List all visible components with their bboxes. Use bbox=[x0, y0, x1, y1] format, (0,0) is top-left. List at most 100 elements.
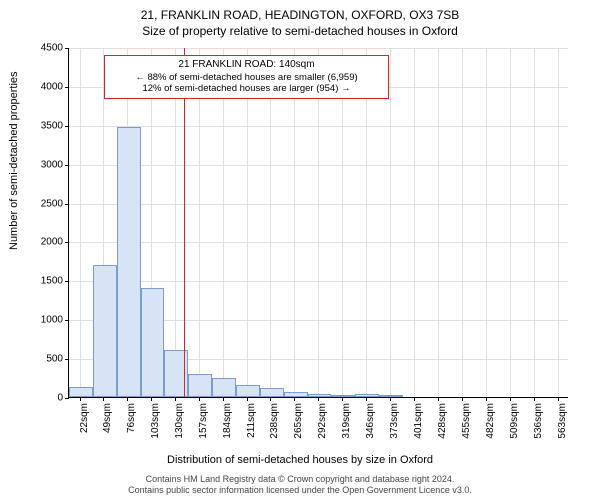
xtick-mark bbox=[510, 397, 511, 401]
histogram-bar bbox=[355, 394, 379, 397]
xtick-label: 319sqm bbox=[341, 403, 352, 439]
xtick-mark bbox=[223, 397, 224, 401]
xtick-mark bbox=[390, 397, 391, 401]
gridline-v bbox=[270, 48, 271, 397]
ytick-label: 2500 bbox=[41, 198, 63, 209]
ytick-label: 4500 bbox=[41, 43, 63, 54]
ytick-mark bbox=[65, 398, 69, 399]
xtick-label: 103sqm bbox=[150, 403, 161, 439]
gridline-v bbox=[199, 48, 200, 397]
footer-line2: Contains public sector information licen… bbox=[10, 485, 590, 496]
ytick-label: 1500 bbox=[41, 276, 63, 287]
chart-title: 21, FRANKLIN ROAD, HEADINGTON, OXFORD, O… bbox=[0, 0, 600, 38]
histogram-bar bbox=[188, 374, 212, 397]
ytick-label: 0 bbox=[57, 393, 63, 404]
ytick-label: 4000 bbox=[41, 81, 63, 92]
gridline-v bbox=[534, 48, 535, 397]
y-axis-label: Number of semi-detached properties bbox=[8, 71, 20, 250]
ytick-mark bbox=[65, 87, 69, 88]
xtick-mark bbox=[127, 397, 128, 401]
plot-area: 05001000150020002500300035004000450022sq… bbox=[68, 48, 568, 398]
histogram-bar bbox=[141, 288, 165, 397]
footer-line1: Contains HM Land Registry data © Crown c… bbox=[10, 474, 590, 485]
gridline-v bbox=[318, 48, 319, 397]
ytick-label: 2000 bbox=[41, 237, 63, 248]
gridline-v bbox=[486, 48, 487, 397]
xtick-label: 211sqm bbox=[246, 403, 257, 438]
xtick-mark bbox=[175, 397, 176, 401]
ytick-mark bbox=[65, 359, 69, 360]
reference-line bbox=[184, 48, 185, 397]
xtick-mark bbox=[462, 397, 463, 401]
xtick-label: 157sqm bbox=[198, 403, 209, 439]
footer-attribution: Contains HM Land Registry data © Crown c… bbox=[10, 474, 590, 496]
xtick-label: 563sqm bbox=[557, 403, 568, 439]
xtick-label: 455sqm bbox=[461, 403, 472, 439]
gridline-v bbox=[414, 48, 415, 397]
x-axis-label: Distribution of semi-detached houses by … bbox=[167, 454, 433, 466]
xtick-label: 76sqm bbox=[126, 403, 137, 433]
histogram-bar bbox=[212, 378, 236, 397]
gridline-v bbox=[342, 48, 343, 397]
xtick-mark bbox=[366, 397, 367, 401]
xtick-label: 428sqm bbox=[437, 403, 448, 439]
xtick-label: 238sqm bbox=[269, 403, 280, 439]
info-box: 21 FRANKLIN ROAD: 140sqm← 88% of semi-de… bbox=[104, 55, 389, 99]
ytick-mark bbox=[65, 204, 69, 205]
ytick-label: 3500 bbox=[41, 120, 63, 131]
xtick-label: 509sqm bbox=[509, 403, 520, 439]
xtick-mark bbox=[534, 397, 535, 401]
gridline-v bbox=[366, 48, 367, 397]
xtick-mark bbox=[414, 397, 415, 401]
gridline-v bbox=[175, 48, 176, 397]
histogram-bar bbox=[379, 395, 403, 397]
gridline-v bbox=[462, 48, 463, 397]
ytick-mark bbox=[65, 320, 69, 321]
ytick-mark bbox=[65, 165, 69, 166]
ytick-mark bbox=[65, 126, 69, 127]
xtick-mark bbox=[486, 397, 487, 401]
gridline-v bbox=[558, 48, 559, 397]
gridline-v bbox=[390, 48, 391, 397]
xtick-label: 184sqm bbox=[222, 403, 233, 439]
xtick-label: 346sqm bbox=[365, 403, 376, 439]
histogram-bar bbox=[308, 394, 332, 397]
gridline-v bbox=[247, 48, 248, 397]
gridline-v bbox=[438, 48, 439, 397]
histogram-bar bbox=[93, 265, 117, 397]
histogram-bar bbox=[69, 387, 93, 397]
histogram-bar bbox=[236, 385, 260, 397]
xtick-mark bbox=[80, 397, 81, 401]
xtick-mark bbox=[247, 397, 248, 401]
xtick-mark bbox=[151, 397, 152, 401]
histogram-bar bbox=[260, 388, 284, 397]
xtick-mark bbox=[103, 397, 104, 401]
info-box-line3: 12% of semi-detached houses are larger (… bbox=[111, 83, 382, 95]
title-line1: 21, FRANKLIN ROAD, HEADINGTON, OXFORD, O… bbox=[0, 8, 600, 22]
title-line2: Size of property relative to semi-detach… bbox=[0, 24, 600, 38]
xtick-label: 49sqm bbox=[102, 403, 113, 433]
gridline-v bbox=[510, 48, 511, 397]
info-box-line2: ← 88% of semi-detached houses are smalle… bbox=[111, 72, 382, 84]
histogram-bar bbox=[117, 127, 141, 397]
gridline-v bbox=[80, 48, 81, 397]
xtick-mark bbox=[270, 397, 271, 401]
ytick-mark bbox=[65, 242, 69, 243]
xtick-mark bbox=[294, 397, 295, 401]
ytick-label: 3000 bbox=[41, 159, 63, 170]
xtick-mark bbox=[558, 397, 559, 401]
ytick-mark bbox=[65, 48, 69, 49]
xtick-label: 130sqm bbox=[174, 403, 185, 439]
histogram-bar bbox=[331, 395, 355, 397]
xtick-mark bbox=[199, 397, 200, 401]
xtick-label: 401sqm bbox=[413, 403, 424, 439]
histogram-figure: 21, FRANKLIN ROAD, HEADINGTON, OXFORD, O… bbox=[0, 0, 600, 500]
ytick-mark bbox=[65, 281, 69, 282]
xtick-mark bbox=[318, 397, 319, 401]
xtick-mark bbox=[342, 397, 343, 401]
xtick-label: 265sqm bbox=[293, 403, 304, 439]
gridline-v bbox=[223, 48, 224, 397]
ytick-label: 1000 bbox=[41, 315, 63, 326]
xtick-label: 22sqm bbox=[79, 403, 90, 433]
histogram-bar bbox=[284, 392, 308, 397]
